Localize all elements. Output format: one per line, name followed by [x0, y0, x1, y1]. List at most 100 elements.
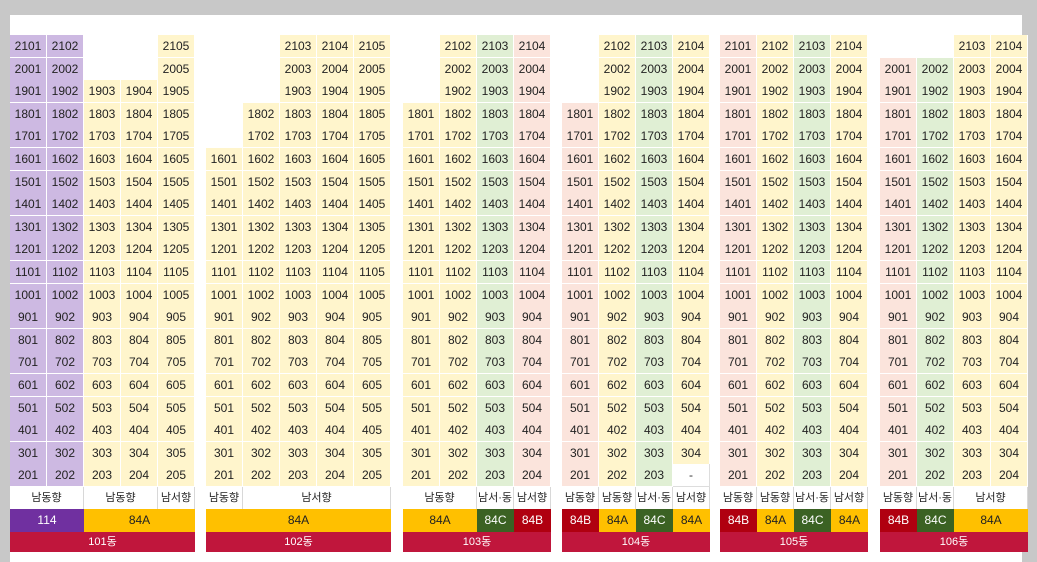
unit-cell: 504 — [317, 396, 354, 420]
unit-cell: 901 — [206, 306, 243, 330]
unit-cell: 1304 — [121, 215, 158, 239]
unit-cell: 1401 — [562, 193, 599, 217]
unit-cell: 703 — [477, 351, 514, 375]
unit-cell: 503 — [794, 396, 831, 420]
unit-cell: 305 — [158, 441, 195, 465]
unit-cell: 1404 — [831, 193, 868, 217]
unit-cell: 1503 — [84, 170, 121, 194]
unit-cell: 302 — [243, 441, 280, 465]
unit-cell: 2005 — [158, 57, 195, 81]
unit-cell: 1903 — [477, 80, 514, 104]
unit-cell: 1201 — [403, 238, 440, 262]
unit-cell: 1803 — [794, 102, 831, 126]
unit-cell: 502 — [47, 396, 84, 420]
unit-cell: 502 — [917, 396, 954, 420]
unit-cell: 1501 — [10, 170, 47, 194]
unit-cell: 702 — [47, 351, 84, 375]
unit-cell: 1404 — [514, 193, 551, 217]
unit-cell: 1604 — [673, 148, 710, 171]
unit-cell: 2003 — [280, 57, 317, 81]
unit-cell: 1801 — [403, 102, 440, 126]
unit-cell: 1403 — [84, 193, 121, 217]
unit-cell: 1102 — [47, 261, 84, 284]
unit-cell: 1603 — [636, 148, 673, 171]
unit-cell: 1802 — [599, 102, 636, 126]
unit-cell: 1203 — [954, 238, 991, 262]
unit-cell: 503 — [84, 396, 121, 420]
unit-cell: 2004 — [514, 57, 551, 81]
unit-cell: 1303 — [477, 215, 514, 239]
unit-cell: 504 — [121, 396, 158, 420]
unit-cell: 903 — [280, 306, 317, 330]
unit-cell: 802 — [243, 328, 280, 352]
unit-cell: 402 — [440, 419, 477, 443]
unit-cell: 1704 — [673, 125, 710, 149]
unit-cell: 801 — [403, 328, 440, 352]
unit-cell: 1805 — [354, 102, 391, 126]
unit-type-badge: 84A — [599, 509, 636, 532]
unit-cell: 602 — [47, 374, 84, 397]
unit-cell: 2105 — [354, 35, 391, 58]
unit-cell: 901 — [720, 306, 757, 330]
unit-cell: 702 — [757, 351, 794, 375]
unit-cell: 1805 — [158, 102, 195, 126]
unit-cell: 1603 — [84, 148, 121, 171]
unit-cell: 903 — [794, 306, 831, 330]
unit-cell: 303 — [280, 441, 317, 465]
unit-cell: 1101 — [10, 261, 47, 284]
unit-cell: 405 — [354, 419, 391, 443]
unit-cell: 1702 — [757, 125, 794, 149]
unit-cell: 1004 — [317, 283, 354, 307]
unit-cell: 1303 — [636, 215, 673, 239]
unit-cell: 2004 — [831, 57, 868, 81]
unit-cell: 2001 — [10, 57, 47, 81]
unit-cell: 1001 — [562, 283, 599, 307]
unit-cell: 505 — [354, 396, 391, 420]
unit-cell: 202 — [917, 464, 954, 488]
unit-cell: 301 — [10, 441, 47, 465]
unit-cell: 702 — [599, 351, 636, 375]
direction-label: 남동향 — [880, 487, 917, 509]
unit-cell: 704 — [991, 351, 1028, 375]
unit-cell: 1904 — [831, 80, 868, 104]
unit-cell: 1504 — [514, 170, 551, 194]
unit-cell: 1401 — [403, 193, 440, 217]
unit-cell: 1703 — [84, 125, 121, 149]
unit-cell: 1101 — [403, 261, 440, 284]
unit-cell: 1601 — [720, 148, 757, 171]
unit-cell: 702 — [917, 351, 954, 375]
unit-cell: 1402 — [917, 193, 954, 217]
unit-cell: 402 — [243, 419, 280, 443]
unit-cell: 1302 — [440, 215, 477, 239]
unit-cell: 603 — [280, 374, 317, 397]
direction-label: 남서·동 — [477, 487, 514, 509]
unit-cell: 1804 — [317, 102, 354, 126]
unit-cell: 1602 — [599, 148, 636, 171]
unit-cell: 1102 — [440, 261, 477, 284]
unit-cell: 1003 — [954, 283, 991, 307]
unit-type-badge: 84A — [954, 509, 1028, 532]
unit-cell: 1901 — [10, 80, 47, 104]
unit-cell: 2104 — [514, 35, 551, 58]
unit-type-badge: 84C — [794, 509, 831, 532]
unit-cell: 2002 — [599, 57, 636, 81]
unit-cell: 1704 — [991, 125, 1028, 149]
unit-cell: 2004 — [673, 57, 710, 81]
unit-cell: 1301 — [206, 215, 243, 239]
unit-cell: 1501 — [720, 170, 757, 194]
unit-cell: 2003 — [636, 57, 673, 81]
unit-cell: 1101 — [720, 261, 757, 284]
unit-cell: 1604 — [514, 148, 551, 171]
unit-cell: 2003 — [794, 57, 831, 81]
unit-cell: 1202 — [599, 238, 636, 262]
unit-type-badge: 84B — [562, 509, 599, 532]
unit-cell: 904 — [831, 306, 868, 330]
unit-cell: 302 — [440, 441, 477, 465]
unit-cell: 703 — [84, 351, 121, 375]
unit-cell: 904 — [673, 306, 710, 330]
unit-cell: 605 — [354, 374, 391, 397]
unit-cell: 1604 — [121, 148, 158, 171]
unit-cell: 1501 — [403, 170, 440, 194]
unit-cell: 1403 — [954, 193, 991, 217]
unit-cell: 1803 — [477, 102, 514, 126]
